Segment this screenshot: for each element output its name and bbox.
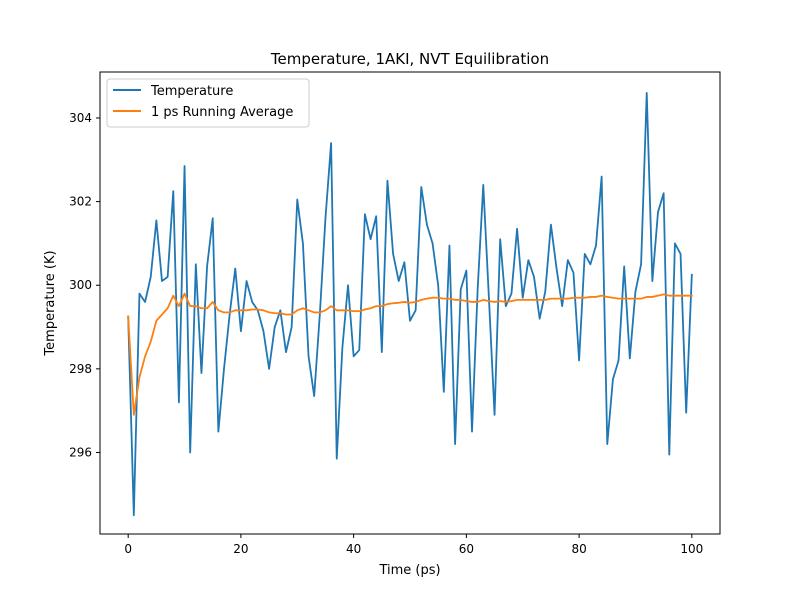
x-tick-label: 60 <box>459 542 474 556</box>
chart-title: Temperature, 1AKI, NVT Equilibration <box>270 50 549 68</box>
x-tick-label: 0 <box>124 542 132 556</box>
legend-label-temperature: Temperature <box>150 84 233 99</box>
x-tick-label: 80 <box>571 542 586 556</box>
y-tick-label: 298 <box>69 362 92 376</box>
y-tick-label: 300 <box>69 278 92 292</box>
y-tick-label: 304 <box>69 111 92 125</box>
legend-label-running-average: 1 ps Running Average <box>151 105 293 120</box>
x-axis-label: Time (ps) <box>378 563 440 578</box>
y-axis-label: Temperature (K) <box>43 250 58 356</box>
legend: Temperature 1 ps Running Average <box>106 78 310 128</box>
x-tick-label: 100 <box>680 542 703 556</box>
x-tick-label: 40 <box>346 542 361 556</box>
plot-lines <box>127 92 693 517</box>
axis-ticks: 0 20 40 60 80 100 296 298 300 302 304 <box>69 111 703 556</box>
legend-box <box>106 78 310 128</box>
series-line-running-average <box>127 292 693 416</box>
y-tick-label: 302 <box>69 195 92 209</box>
plot-frame <box>99 71 721 535</box>
y-tick-label: 296 <box>69 445 92 459</box>
x-tick-label: 20 <box>233 542 248 556</box>
series-line-temperature <box>127 92 693 517</box>
